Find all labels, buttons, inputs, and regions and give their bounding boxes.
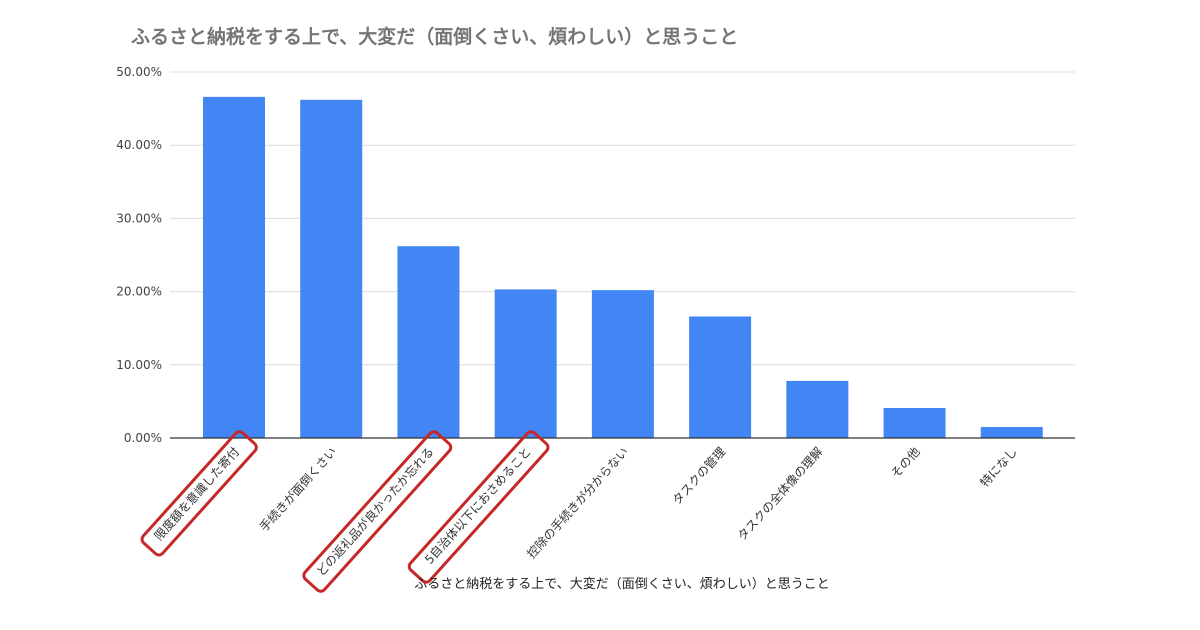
bar — [883, 407, 946, 438]
bar — [591, 290, 654, 438]
bars — [203, 96, 1043, 438]
highlight-box — [407, 430, 550, 584]
x-tick-label: その他 — [888, 445, 923, 481]
x-tick-label: 手続きが面倒くさい — [256, 444, 339, 534]
x-axis-tick-labels: 限度額を意識した寄付 手続きが面倒くさいどの返礼品が良かったか忘れる5自治体以下に… — [151, 444, 1020, 579]
bar — [980, 427, 1043, 438]
y-tick-label: 40.00% — [116, 138, 162, 152]
x-tick-label: タスクの管理 — [669, 444, 728, 508]
y-tick-label: 10.00% — [116, 358, 162, 372]
x-tick-label: 控除の手続きが分からない — [524, 444, 632, 561]
x-tick-label: 限度額を意識した寄付 — [151, 444, 242, 543]
bar — [689, 316, 752, 438]
x-tick-label: 特になし — [977, 444, 1020, 490]
bar — [397, 246, 460, 438]
bar — [786, 380, 849, 438]
bar — [494, 289, 557, 438]
highlight-box — [140, 430, 258, 557]
bar — [203, 96, 265, 438]
highlight-box — [302, 430, 453, 593]
highlight-boxes — [140, 430, 550, 593]
y-tick-label: 30.00% — [116, 211, 162, 225]
chart-title: ふるさと納税をする上で、大変だ（面倒くさい、煩わしい）と思うこと — [131, 26, 739, 48]
y-tick-label: 0.00% — [124, 431, 162, 445]
y-tick-label: 20.00% — [116, 285, 162, 299]
y-tick-label: 50.00% — [116, 65, 162, 79]
x-tick-label: タスクの全体像の理解 — [734, 444, 825, 543]
x-tick-label: どの返礼品が良かったか忘れる — [313, 444, 437, 579]
x-axis-title: ふるさと納税をする上で、大変だ（面倒くさい、煩わしい）と思うこと — [414, 576, 829, 592]
y-axis-tick-labels: 0.00% 10.00% 20.00% 30.00% 40.00% 50.00% — [116, 65, 162, 445]
bar — [300, 99, 363, 438]
